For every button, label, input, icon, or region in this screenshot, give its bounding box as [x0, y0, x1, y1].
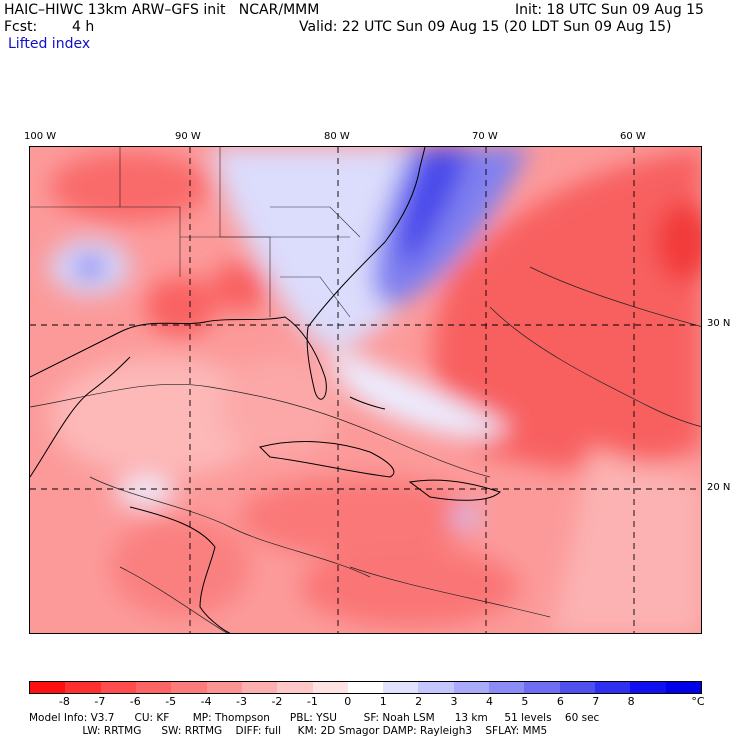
forecast-label: Fcst: [4, 19, 38, 35]
lon-label-70w: 70 W [472, 131, 498, 142]
lat-label-20n: 20 N [707, 482, 731, 493]
colorbar [29, 681, 702, 694]
lon-label-90w: 90 W [175, 131, 201, 142]
colorbar-tick-label: -5 [165, 695, 177, 708]
valid-time: Valid: 22 UTC Sun 09 Aug 15 (20 LDT Sun … [299, 19, 672, 35]
colorbar-swatch [65, 682, 101, 693]
colorbar-swatch [665, 682, 701, 693]
colorbar-swatch [453, 682, 490, 693]
colorbar-tick-label: 0 [344, 695, 352, 708]
lon-label-100w: 100 W [24, 131, 57, 142]
colorbar-tick-label: -6 [129, 695, 141, 708]
model-title: HAIC–HIWC 13km ARW–GFS init NCAR/MMM [4, 2, 320, 18]
colorbar-tick-label: -7 [94, 695, 106, 708]
colorbar-swatch [206, 682, 242, 693]
lifted-index-map [29, 146, 702, 634]
lon-label-60w: 60 W [620, 131, 646, 142]
colorbar-swatch [277, 682, 313, 693]
colorbar-tick-label: -8 [58, 695, 70, 708]
map-canvas [30, 147, 701, 633]
lat-lon-grid [30, 147, 701, 633]
coastlines [30, 147, 501, 633]
colorbar-tick-label: -2 [271, 695, 283, 708]
colorbar-tick-label: 6 [556, 695, 564, 708]
colorbar-swatch [30, 682, 66, 693]
lat-label-30n: 30 N [707, 318, 731, 329]
colorbar-tick-label: -3 [236, 695, 247, 708]
colorbar-swatch [524, 682, 560, 693]
colorbar-tick-label: 5 [521, 695, 529, 708]
model-info-line2: LW: RRTMG SW: RRTMG DIFF: full KM: 2D Sm… [29, 725, 548, 737]
colorbar-swatch [241, 682, 278, 693]
colorbar-tick-label: 8 [627, 695, 635, 708]
colorbar-tick-label: -1 [306, 695, 318, 708]
colorbar-tick-label: 7 [592, 695, 600, 708]
colorbar-swatch [418, 682, 454, 693]
colorbar-tick-label: 2 [415, 695, 423, 708]
colorbar-tick-label: -4 [200, 695, 212, 708]
colorbar-tick-label: 3 [450, 695, 458, 708]
colorbar-swatch [630, 682, 666, 693]
model-info-line1: Model Info: V3.7 CU: KF MP: Thompson PBL… [29, 712, 600, 724]
colorbar-swatch [347, 682, 384, 693]
field-shading [50, 147, 701, 633]
colorbar-swatch [171, 682, 207, 693]
colorbar-swatch [312, 682, 348, 693]
contour-lines [30, 266, 701, 633]
colorbar-tick-label: 4 [485, 695, 493, 708]
colorbar-unit: °C [691, 695, 705, 708]
colorbar-swatch [135, 682, 172, 693]
colorbar-swatch [595, 682, 631, 693]
colorbar-swatch [100, 682, 136, 693]
colorbar-tick-label: 1 [379, 695, 387, 708]
init-time: Init: 18 UTC Sun 09 Aug 15 [515, 2, 704, 18]
colorbar-swatch [489, 682, 525, 693]
forecast-hour: 4 h [72, 19, 95, 35]
lon-label-80w: 80 W [324, 131, 350, 142]
field-name: Lifted index [8, 36, 91, 52]
colorbar-swatch [383, 682, 419, 693]
state-borders [30, 147, 361, 318]
colorbar-swatch [559, 682, 595, 693]
